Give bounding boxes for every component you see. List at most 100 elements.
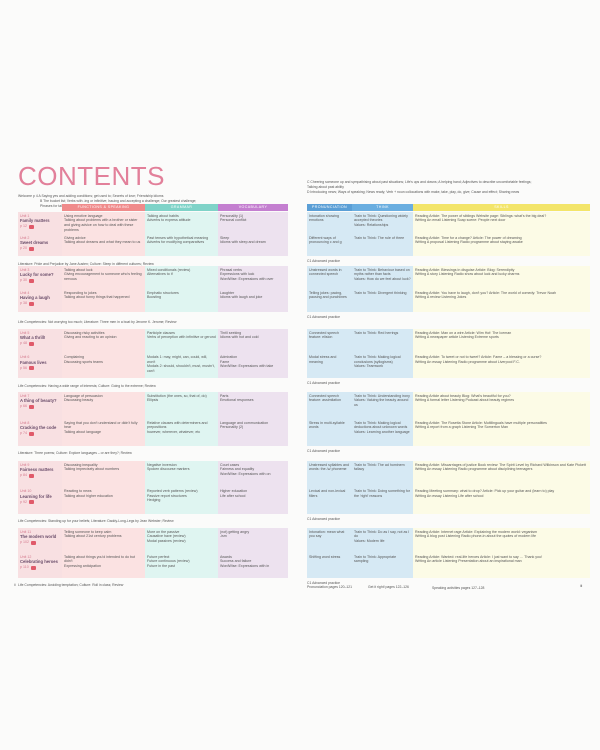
vocabulary-cell: Sleep Idioms with sleep and dream xyxy=(218,234,288,256)
unit-row: Unit 8 Cracking the code p 74 Saying that y… xyxy=(18,419,288,446)
unit-cell[interactable]: Unit 3 Lucky for some? p 30 xyxy=(18,266,62,289)
unit-cell[interactable]: Unit 8 Cracking the code p 74 xyxy=(18,419,62,446)
functions-item: Talking about 21st century problems xyxy=(64,534,122,539)
video-play-icon[interactable] xyxy=(31,540,36,545)
unit-group-right: Unstressed words in connected speech Trai… xyxy=(307,266,590,312)
video-play-icon[interactable] xyxy=(29,431,34,436)
video-play-icon[interactable] xyxy=(29,473,34,478)
video-play-icon[interactable] xyxy=(29,341,34,346)
unit-group-right: Connected speech feature: assimilation Tr… xyxy=(307,392,590,446)
grammar-item: Reported verb patterns (review) xyxy=(147,489,198,493)
pronunciation-item: Connected speech feature: elision xyxy=(309,330,339,340)
video-play-icon[interactable] xyxy=(29,366,34,371)
theme-item: Values: Relationships xyxy=(354,222,389,227)
grammar-item: Hedging xyxy=(147,498,161,503)
header-skills: SKILLS xyxy=(413,204,590,211)
unit-row-right: Modal stress and meaning Train to Think: … xyxy=(307,353,590,378)
grammar-cell: Mixed conditionals (review) Alternatives … xyxy=(145,266,218,289)
unit-page: p 74 xyxy=(20,431,60,436)
video-play-icon[interactable] xyxy=(29,301,34,306)
skills-cell: Reading Article: Wanted: real-life heroe… xyxy=(413,553,590,578)
theme-item: Values: How do we feel about luck? xyxy=(354,276,411,281)
skills-cell: Reading Article: Miscarriages of justice… xyxy=(413,461,590,488)
unit-row: Unit 9 Fairness matters p 84 Discussing ine… xyxy=(18,461,288,488)
skills-item: Reading Article: Man on a wire Article: … xyxy=(415,330,512,335)
vocabulary-item: Emotional responses xyxy=(220,398,254,403)
functions-item: Discussing beauty xyxy=(64,398,94,403)
video-play-icon[interactable] xyxy=(29,224,34,229)
unit-group-left: Unit 9 Fairness matters p 84 Discussing ine… xyxy=(18,461,288,514)
unit-page-number: p 56 xyxy=(20,365,27,370)
functions-item: Using emotive language xyxy=(64,213,103,218)
skills-item: Reading Article about beauty Blog: What'… xyxy=(415,393,511,398)
skills-item: Writing A story Listening Radio show abo… xyxy=(415,272,520,277)
theme-cell: Train to Think: Behaviour based on myths… xyxy=(352,266,413,289)
functions-item: Talking about things you'd intended to d… xyxy=(64,554,136,564)
skills-cell: Reading Article: Man on a wire Article: … xyxy=(413,329,590,354)
pronunciation-cell: Connected speech feature: assimilation xyxy=(307,392,352,419)
skills-cell: Reading Article: The power of siblings W… xyxy=(413,212,590,234)
grammar-cell: Relative clauses with determiners and pr… xyxy=(145,419,218,446)
unit-label: Unit 11 xyxy=(20,529,32,534)
unit-cell[interactable]: Unit 9 Fairness matters p 84 xyxy=(18,461,62,488)
vocabulary-item: Parts xyxy=(220,393,229,398)
vocabulary-item: Language and communication xyxy=(220,420,269,425)
unit-name: Fairness matters xyxy=(20,467,54,473)
grammar-item: Adverbs to express attitude xyxy=(147,218,191,223)
vocabulary-item: Idioms with sleep and dream xyxy=(220,240,266,245)
vocabulary-item: WordWise: Expressions with in xyxy=(220,563,270,568)
unit-label: Unit 1 xyxy=(20,213,30,218)
theme-item: Train to Think: Making logical deduction… xyxy=(354,420,408,430)
vocabulary-item: Awards xyxy=(220,554,232,559)
unit-cell[interactable]: Unit 6 Famous lives p 56 xyxy=(18,353,62,378)
vocabulary-cell: Parts Emotional responses xyxy=(218,392,288,419)
unit-name: The modern world xyxy=(20,534,57,540)
footer-pronunciation[interactable]: Pronunciation pages 120–121 xyxy=(307,585,353,589)
theme-item: Train to Think: Doing something for the … xyxy=(354,489,410,498)
pronunciation-item: Intonation: mean what you say xyxy=(309,529,345,539)
pronunciation-item: Telling jokes: pacing, pausing and punch… xyxy=(309,290,347,300)
video-play-icon[interactable] xyxy=(29,500,34,505)
unit-row-right: Different ways of pronouncing c and g Tra… xyxy=(307,234,590,256)
skills-item: Reading Meeting summary: what to drop? A… xyxy=(415,489,555,493)
footer-speaking[interactable]: Speaking activities pages 127–128 xyxy=(432,586,485,590)
vocabulary-item: WordWise: Expressions with on xyxy=(220,471,271,476)
grammar-item: Modal passives (review) xyxy=(147,538,186,543)
theme-cell: Train to Think: Doing something for the … xyxy=(352,487,413,514)
theme-item: Values: Valuing the beauty around us xyxy=(354,398,409,407)
theme-item: Train to Think: Questioning widely accep… xyxy=(354,213,408,223)
unit-cell[interactable]: Unit 5 What a thrill! p 48 xyxy=(18,329,62,354)
functions-item: Giving encouragement to someone who's fe… xyxy=(64,272,142,281)
unit-page: p 38 xyxy=(20,301,60,306)
vocabulary-item: WordWise: Expressions with over xyxy=(220,276,274,281)
unit-cell[interactable]: Unit 4 Having a laugh p 38 xyxy=(18,289,62,312)
unit-cell[interactable]: Unit 10 Learning for life p 92 xyxy=(18,487,62,514)
skills-item: Writing An email Listening Soap scene: P… xyxy=(415,218,506,223)
vocabulary-item: Fairness and equality xyxy=(220,467,255,472)
footer-get-it-right[interactable]: Get it right! pages 122–126 xyxy=(368,585,409,589)
pronunciation-cell: Different ways of pronouncing c and g xyxy=(307,234,352,256)
video-play-icon[interactable] xyxy=(30,565,36,570)
pronunciation-item: Different ways of pronouncing c and g xyxy=(309,235,342,245)
pronunciation-item: Modal stress and meaning xyxy=(309,355,337,364)
skills-item: Writing An article Listening Presentatio… xyxy=(415,559,522,564)
unit-cell[interactable]: Unit 12 Celebrating heroes p 110 xyxy=(18,553,62,578)
unit-group-left: Unit 3 Lucky for some? p 30 Talking about l… xyxy=(18,266,288,312)
skills-cell: Reading Article: The Rosetta Stone Artic… xyxy=(413,419,590,446)
unit-cell[interactable]: Unit 11 The modern world p 102 xyxy=(18,528,62,553)
vocabulary-item: Expressions with luck xyxy=(220,272,255,277)
advanced-practice-label: C1 Advanced practice xyxy=(307,259,340,263)
vocabulary-item: Personal conflict xyxy=(220,218,247,223)
video-play-icon[interactable] xyxy=(29,278,34,283)
unit-cell[interactable]: Unit 2 Sweet dreams p 20 xyxy=(18,234,62,256)
functions-cell: Discussing inequality Talking imprecisely… xyxy=(62,461,145,488)
video-play-icon[interactable] xyxy=(29,246,34,251)
unit-row: Unit 6 Famous lives p 56 Complaining Discuss… xyxy=(18,353,288,378)
theme-cell: Train to Think: Do as I say, not as I do… xyxy=(352,528,413,553)
pronunciation-cell: Unstressed syllables and words: the /ə/ … xyxy=(307,461,352,488)
functions-cell: Using emotive language Talking about prob… xyxy=(62,212,145,234)
unit-cell[interactable]: Unit 1 Family matters p 12 xyxy=(18,212,62,234)
theme-item: Train to Think: Making logical conclusio… xyxy=(354,355,401,364)
video-play-icon[interactable] xyxy=(29,404,34,409)
